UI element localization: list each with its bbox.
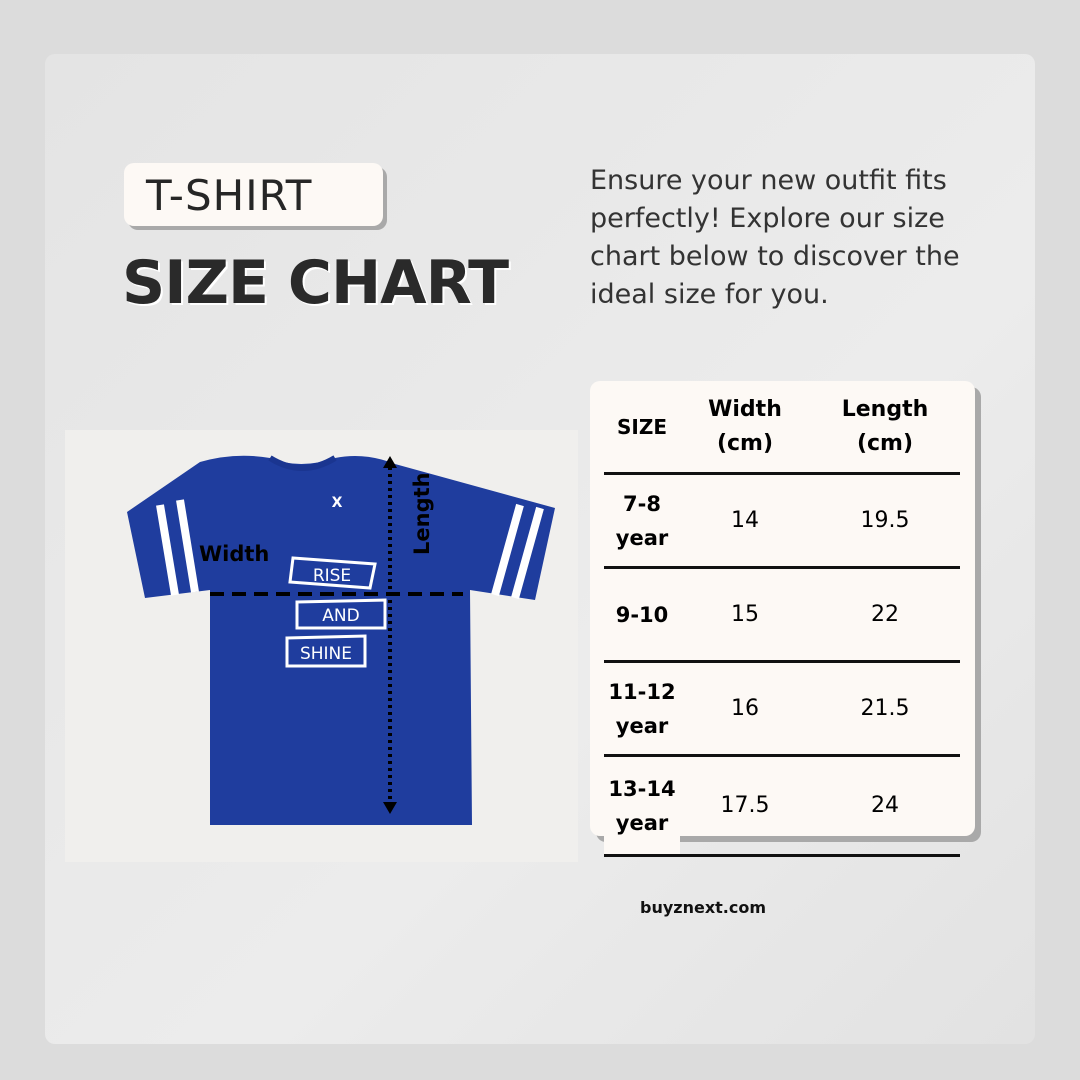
badge-text: T-SHIRT (146, 171, 313, 220)
cell-length: 22 (871, 602, 899, 627)
header-width: Width (cm) (708, 396, 782, 456)
length-label: Length (410, 472, 434, 555)
table-row: 11-12 year 16 21.5 (604, 663, 960, 757)
table-patch (604, 836, 680, 854)
cell-width: 16 (731, 696, 759, 721)
cell-width: 14 (731, 508, 759, 533)
width-label: Width (199, 542, 269, 566)
cell-size: 9-10 (615, 602, 669, 627)
table-row: 9-10 15 22 (604, 569, 960, 663)
print-line: RISE (313, 566, 351, 586)
cell-length: 21.5 (860, 696, 910, 721)
print-line: SHINE (300, 644, 352, 664)
cell-length: 19.5 (860, 508, 910, 533)
table-row: 13-14 year 17.5 24 (604, 757, 960, 857)
intro-text: Ensure your new outfit fits perfectly! E… (590, 165, 960, 310)
page-title: SIZE CHART (122, 248, 509, 318)
website-link[interactable]: buyznext.com (640, 898, 767, 917)
table-row: 7-8 year 14 19.5 (604, 475, 960, 569)
category-badge: T-SHIRT (124, 163, 383, 226)
print-line: AND (322, 606, 359, 626)
cell-length: 24 (871, 793, 899, 818)
cell-width: 17.5 (720, 793, 770, 818)
tshirt-image: X RISE AND SHINE Width Length (65, 430, 578, 862)
header-size: SIZE (616, 414, 667, 439)
cell-size: 13-14 year (608, 776, 676, 835)
cell-size: 7-8 year (615, 491, 669, 550)
table-header: SIZE Width (cm) Length (cm) (604, 381, 960, 475)
size-table: SIZE Width (cm) Length (cm) 7-8 year 14 … (604, 381, 960, 857)
cell-width: 15 (731, 602, 759, 627)
header-length: Length (cm) (841, 396, 929, 456)
cell-size: 11-12 year (608, 679, 676, 738)
svg-text:X: X (332, 495, 343, 511)
size-table-card (590, 381, 975, 836)
